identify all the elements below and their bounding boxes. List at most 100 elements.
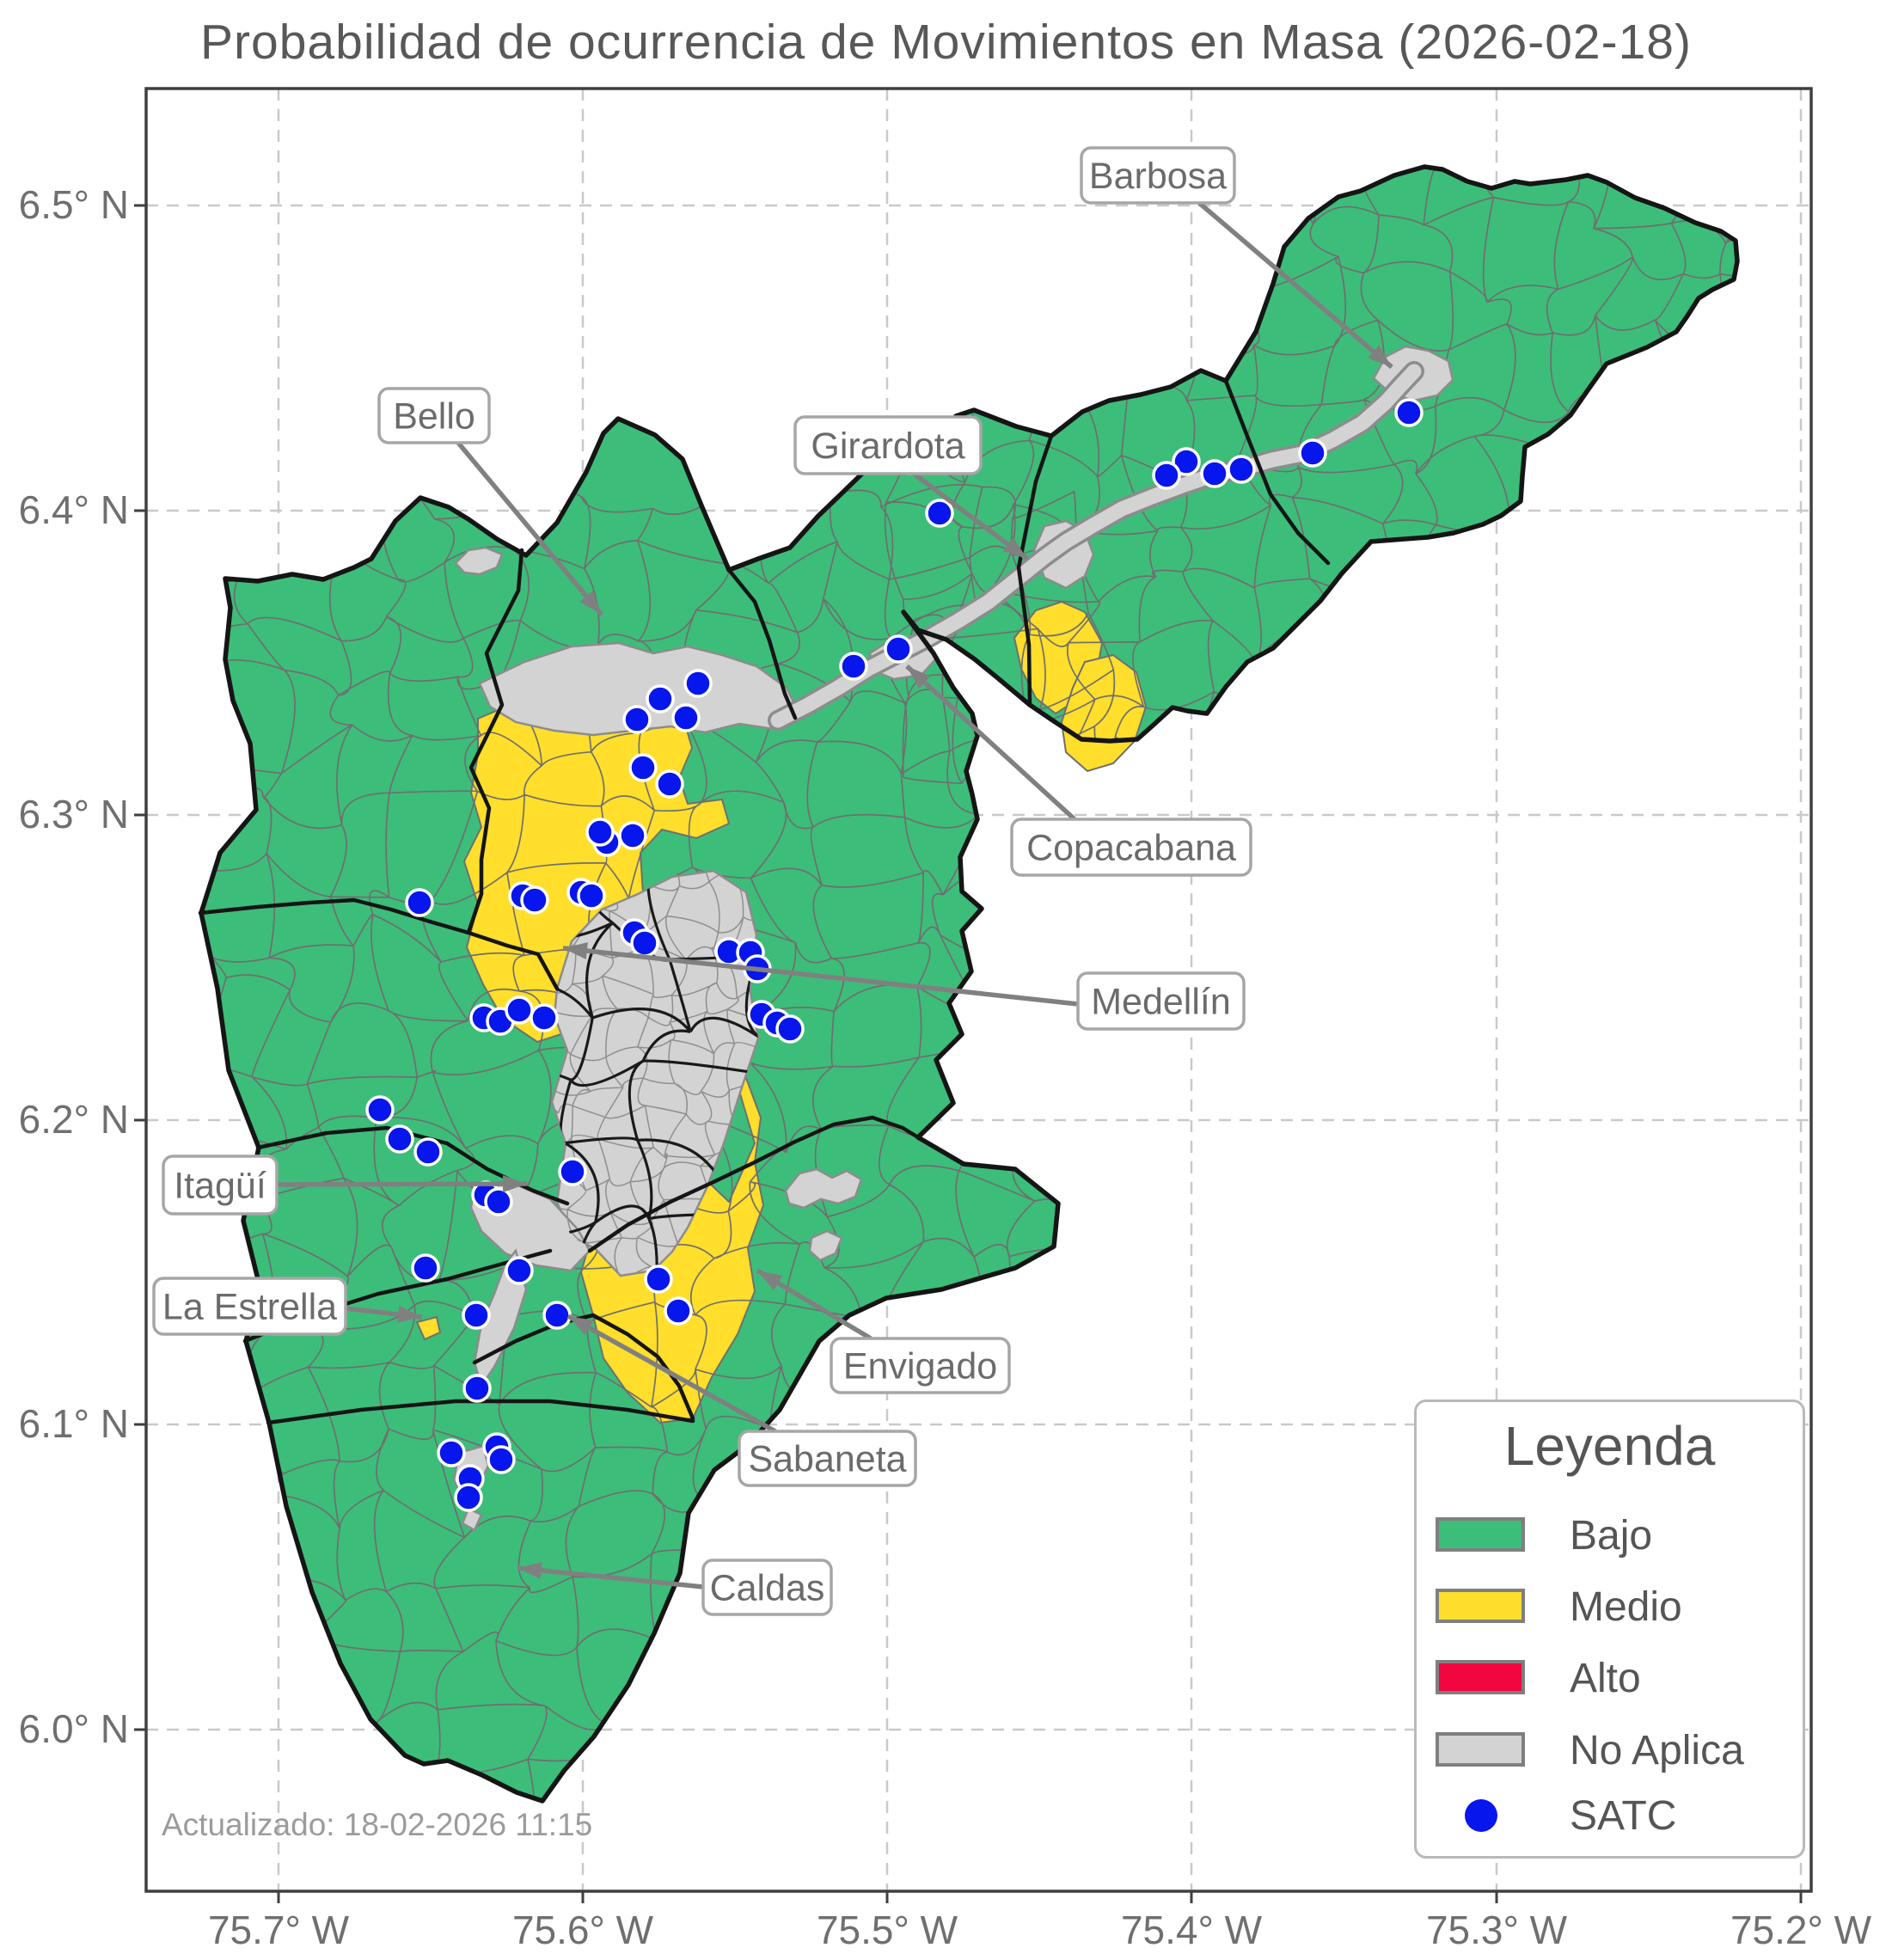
satc-station-dot: [558, 1157, 587, 1186]
satc-station-dot: [839, 652, 868, 681]
satc-station-dot: [628, 753, 658, 782]
legend-item-alto: Alto: [1417, 1656, 1803, 1701]
map-label-box-sabaneta: [738, 1430, 917, 1487]
legend-title: Leyenda: [1503, 1415, 1716, 1477]
satc-station-dot: [1394, 398, 1424, 427]
satc-station-dot: [683, 669, 713, 698]
legend-swatch-noaplica: [1436, 1732, 1525, 1767]
region-low-risk-area: [201, 167, 1737, 1801]
map-label-barbosa: Barbosa: [1089, 156, 1227, 197]
page-title: Probabilidad de ocurrencia de Movimiento…: [200, 15, 1692, 70]
map-label-box-copacabana: [1010, 818, 1252, 877]
satc-station-dot: [1227, 455, 1256, 484]
region-medium-risk-patch: [415, 1315, 442, 1341]
legend-item-medio: Medio: [1417, 1584, 1803, 1630]
map-label-box-caldas: [701, 1559, 833, 1616]
legend: Leyenda Bajo Medio Alto No Aplica SATC: [1414, 1400, 1805, 1859]
satc-station-dot: [646, 684, 675, 714]
x-tick-label: 75.3° W: [1425, 1908, 1568, 1952]
plot-frame: [144, 87, 1813, 1893]
satc-station-dot: [585, 818, 615, 847]
satc-station-dot: [1298, 438, 1327, 468]
legend-swatch-alto: [1436, 1660, 1525, 1694]
legend-swatch-bajo: [1436, 1517, 1525, 1552]
map-label-girardota: Girardota: [811, 426, 964, 467]
map-label-medellin: Medellín: [1091, 982, 1231, 1023]
municipality-border: [1016, 433, 1054, 707]
legend-item-satc: SATC: [1417, 1793, 1803, 1839]
satc-station-dot: [454, 1483, 483, 1512]
satc-station-dot: [884, 634, 913, 664]
satc-station-dot: [520, 885, 549, 915]
y-tick-label: 6.4° N: [18, 487, 129, 532]
map-label-bello: Bello: [393, 396, 475, 438]
map-label-box-laestrella: [152, 1277, 347, 1336]
municipality-border: [591, 1313, 695, 1421]
y-tick-label: 6.3° N: [18, 792, 129, 836]
satc-station-dot: [1172, 447, 1201, 476]
municipality-border: [466, 548, 524, 935]
map-label-box-medellin: [1076, 971, 1246, 1031]
municipality-border: [587, 1115, 921, 1253]
satc-station-dot: [505, 1256, 534, 1285]
satc-station-dot: [437, 1438, 466, 1467]
satc-dot-icon: [1465, 1799, 1497, 1832]
x-tick-label: 75.4° W: [1120, 1908, 1263, 1952]
satc-station-dot: [365, 1095, 395, 1124]
satc-station-dot: [1200, 459, 1229, 488]
map-label-envigado: Envigado: [843, 1346, 997, 1387]
satc-station-dot: [505, 995, 534, 1025]
satc-station-dot: [405, 888, 434, 917]
satc-station-dot: [542, 1301, 572, 1330]
region-no-apply-patch: [784, 1167, 863, 1210]
legend-item-bajo: Bajo: [1417, 1513, 1803, 1559]
annotation-arrow-bello: [456, 441, 604, 616]
map-label-itagui: Itagüí: [174, 1166, 266, 1207]
satc-station-dot: [630, 928, 659, 958]
map-label-laestrella: La Estrella: [162, 1287, 337, 1328]
y-tick-label: 6.2° N: [18, 1097, 129, 1142]
satc-station-dot: [671, 703, 701, 732]
satc-station-dot: [385, 1124, 414, 1154]
satc-station-dot: [487, 1445, 516, 1474]
satc-station-dot: [530, 1003, 559, 1032]
municipality-border: [198, 897, 560, 991]
annotation-arrow-caldas: [517, 1565, 704, 1589]
satc-station-dot: [925, 499, 954, 528]
satc-station-dot: [644, 1265, 673, 1294]
map-label-box-envigado: [830, 1337, 1011, 1394]
annotation-arrow-medellin: [562, 946, 1079, 1007]
satc-station-dot: [411, 1253, 440, 1283]
municipality-border: [726, 567, 798, 720]
satc-station-dot: [622, 705, 652, 734]
map-label-box-girardota: [793, 415, 983, 475]
municipality-border: [255, 1125, 570, 1206]
satc-station-dot: [655, 769, 684, 799]
map-label-box-bello: [377, 387, 491, 444]
map-label-box-itagui: [162, 1155, 279, 1216]
annotation-arrow-barbosa: [1197, 200, 1393, 370]
region-no-apply-patch: [454, 546, 504, 576]
satc-station-dot: [413, 1137, 443, 1167]
map-label-sabaneta: Sabaneta: [748, 1439, 906, 1480]
x-tick-label: 75.7° W: [207, 1908, 350, 1952]
satc-station-dot: [462, 1374, 492, 1403]
legend-swatch-medio: [1436, 1589, 1525, 1623]
satc-station-dot: [664, 1296, 693, 1326]
x-tick-label: 75.5° W: [816, 1908, 958, 1952]
y-tick-label: 6.0° N: [18, 1706, 129, 1751]
x-tick-label: 75.2° W: [1730, 1908, 1872, 1952]
region-no-apply-patch: [461, 1507, 483, 1532]
annotation-arrow-itagui: [276, 1181, 528, 1187]
region-no-apply-patch: [808, 1229, 843, 1262]
annotation-arrow-sabaneta: [566, 1314, 777, 1434]
updated-timestamp: Actualizado: 18-02-2026 11:15: [162, 1807, 593, 1842]
satc-station-dot: [1152, 461, 1181, 490]
legend-item-noaplica: No Aplica: [1417, 1728, 1803, 1773]
y-tick-label: 6.5° N: [18, 182, 129, 227]
map-label-caldas: Caldas: [710, 1568, 825, 1609]
municipality-border: [266, 1399, 695, 1425]
satc-station-dot: [618, 821, 647, 850]
annotation-arrow-copacabana: [905, 664, 1076, 822]
